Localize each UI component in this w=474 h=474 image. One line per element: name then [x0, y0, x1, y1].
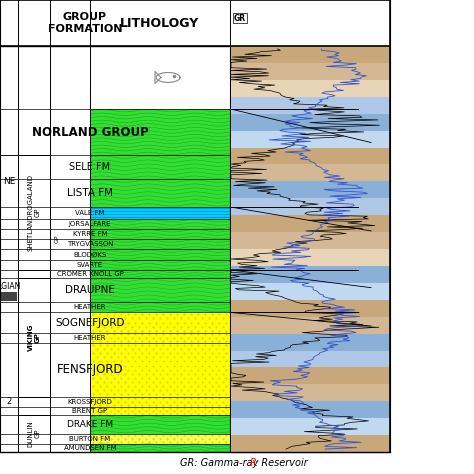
Text: DRAUPNE: DRAUPNE: [65, 285, 115, 295]
Text: KYRRE FM: KYRRE FM: [73, 231, 107, 237]
Text: LITHOLOGY: LITHOLOGY: [120, 17, 200, 29]
Bar: [0, 0, 390, 46]
Bar: [18, 415, 50, 452]
Text: NE: NE: [3, 176, 15, 185]
Bar: [230, 384, 390, 401]
Bar: [230, 46, 390, 63]
Text: CROMER KNOLL GP: CROMER KNOLL GP: [56, 271, 123, 277]
Bar: [90, 109, 230, 155]
Bar: [90, 312, 230, 333]
Text: VALE FM: VALE FM: [75, 210, 105, 216]
Bar: [90, 302, 230, 312]
Text: DRAKE FM: DRAKE FM: [67, 420, 113, 429]
Bar: [90, 239, 230, 249]
Text: AMUNDSEN FM: AMUNDSEN FM: [64, 445, 116, 451]
Text: GR: GR: [234, 13, 246, 22]
Bar: [230, 266, 390, 283]
Bar: [90, 46, 230, 109]
Text: TRYGVASSON: TRYGVASSON: [67, 241, 113, 247]
Bar: [230, 418, 390, 435]
Bar: [90, 397, 230, 407]
Text: GR: Gamma-ray: GR: Gamma-ray: [180, 458, 262, 468]
Text: SELE FM: SELE FM: [69, 162, 110, 172]
Text: BLODØKS: BLODØKS: [73, 252, 107, 257]
Bar: [18, 278, 50, 397]
Text: JORSALFARE: JORSALFARE: [69, 221, 111, 227]
Bar: [90, 278, 230, 302]
Text: BURTON FM: BURTON FM: [69, 436, 110, 442]
Text: BRENT GP: BRENT GP: [73, 408, 108, 414]
Bar: [230, 317, 390, 334]
Text: GROUP
FORMATION: GROUP FORMATION: [48, 12, 122, 34]
Bar: [18, 155, 50, 270]
Bar: [230, 300, 390, 317]
Bar: [1, 292, 17, 301]
Bar: [90, 219, 230, 229]
Bar: [230, 97, 390, 114]
Bar: [90, 179, 230, 207]
Text: : Reservoir: : Reservoir: [255, 458, 308, 468]
Text: HEATHER: HEATHER: [74, 335, 106, 341]
Bar: [230, 164, 390, 182]
Bar: [230, 283, 390, 300]
Bar: [230, 182, 390, 198]
Text: NORLAND GROUP: NORLAND GROUP: [32, 126, 148, 138]
Bar: [90, 343, 230, 397]
Bar: [230, 350, 390, 367]
Bar: [230, 80, 390, 97]
Bar: [230, 367, 390, 384]
Bar: [230, 198, 390, 215]
Text: 2: 2: [6, 397, 12, 406]
Bar: [230, 401, 390, 418]
Bar: [230, 147, 390, 164]
Bar: [90, 407, 230, 415]
Bar: [90, 444, 230, 452]
Text: DUNLIN
GP: DUNLIN GP: [27, 420, 40, 447]
Bar: [90, 270, 230, 278]
Bar: [90, 229, 230, 239]
Text: LGIAN: LGIAN: [0, 282, 21, 291]
Text: LISTA FM: LISTA FM: [67, 188, 113, 198]
Text: SVARTE: SVARTE: [77, 262, 103, 268]
Bar: [90, 415, 230, 434]
Bar: [90, 249, 230, 260]
Bar: [230, 114, 390, 130]
Bar: [90, 207, 230, 219]
Bar: [230, 435, 390, 452]
Bar: [230, 334, 390, 350]
Text: GP: GP: [55, 234, 60, 243]
Text: HEATHER: HEATHER: [74, 304, 106, 310]
Bar: [230, 130, 390, 147]
Bar: [230, 0, 390, 452]
Text: SOGNEFJORD: SOGNEFJORD: [55, 318, 125, 328]
Bar: [90, 333, 230, 343]
Bar: [230, 63, 390, 80]
Text: KROSSFJORD: KROSSFJORD: [68, 399, 112, 405]
Text: SHETLANDROGALAND
GP: SHETLANDROGALAND GP: [27, 174, 40, 251]
Bar: [230, 232, 390, 249]
Bar: [90, 260, 230, 270]
Bar: [90, 434, 230, 444]
Bar: [230, 249, 390, 266]
Text: FENSFJORD: FENSFJORD: [57, 363, 123, 376]
Text: R: R: [250, 458, 257, 468]
Bar: [90, 155, 230, 179]
Text: VIKING
GP: VIKING GP: [27, 324, 40, 351]
Bar: [230, 215, 390, 232]
